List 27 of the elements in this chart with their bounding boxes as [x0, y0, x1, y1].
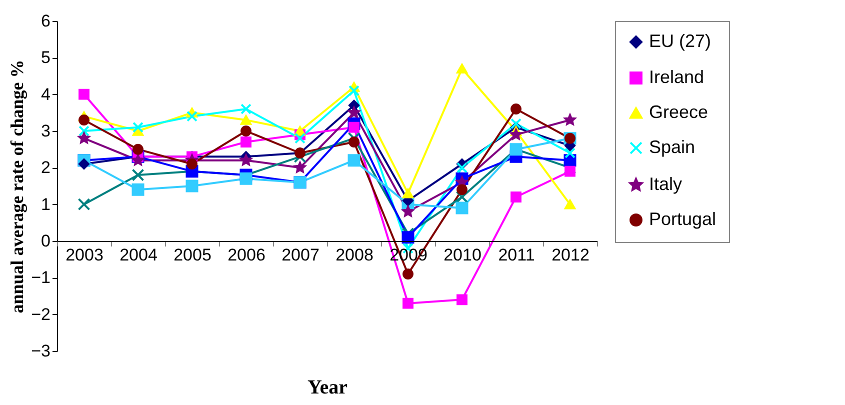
x-tick-label: 2011 — [498, 246, 535, 264]
legend-label: Portugal — [649, 209, 716, 229]
legend-label: EU (27) — [649, 31, 712, 51]
legend-label: Spain — [649, 137, 696, 157]
y-tick-label: −1 — [31, 268, 50, 288]
x-tick-label: 2004 — [120, 246, 158, 264]
y-tick-label: 4 — [41, 84, 50, 104]
y-tick-label: −3 — [31, 342, 50, 360]
x-tick-label: 2007 — [282, 246, 320, 264]
x-tick-label: 2003 — [66, 246, 104, 264]
y-axis-title: annual average rate of change % — [7, 60, 28, 314]
y-tick-label: 2 — [41, 158, 50, 178]
x-tick-label: 2008 — [336, 246, 374, 264]
y-tick-label: 6 — [41, 12, 50, 30]
x-tick-label: 2006 — [228, 246, 266, 264]
x-tick-label: 2010 — [444, 246, 482, 264]
x-axis-title: Year — [308, 376, 348, 398]
y-tick-label: −2 — [31, 304, 50, 324]
x-tick-label: 2012 — [552, 246, 590, 264]
legend-label: Ireland — [649, 67, 704, 87]
x-tick-label: 2005 — [174, 246, 212, 264]
y-tick-label: 5 — [41, 48, 50, 68]
y-tick-label: 0 — [41, 232, 50, 250]
legend-label: Greece — [649, 102, 708, 122]
legend-label: Italy — [649, 174, 682, 194]
y-tick-label: 3 — [41, 122, 50, 140]
y-tick-label: 1 — [41, 194, 50, 214]
